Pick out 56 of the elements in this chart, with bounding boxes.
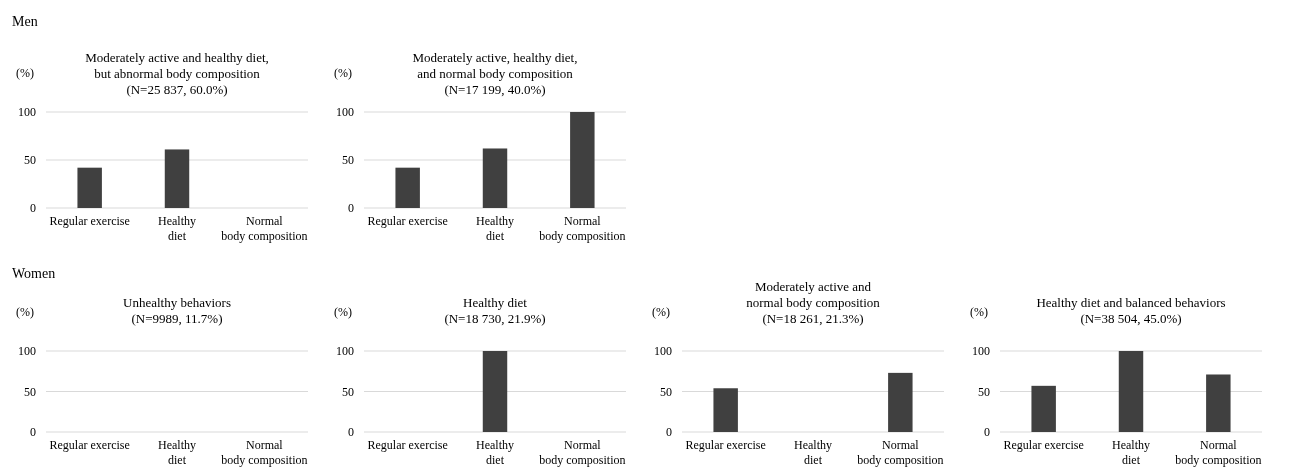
y-tick-label: 100 bbox=[18, 105, 36, 120]
y-tick-label: 0 bbox=[666, 425, 672, 440]
y-tick-label: 100 bbox=[972, 344, 990, 359]
x-tick-label: Healthy diet bbox=[476, 214, 514, 243]
x-tick-label: Healthy diet bbox=[1112, 438, 1150, 467]
y-axis-title: (%) bbox=[16, 66, 34, 80]
chart-title: Unhealthy behaviors (N=9989, 11.7%) bbox=[123, 295, 231, 326]
y-tick-label: 50 bbox=[342, 153, 354, 168]
x-tick-label: Normal body composition bbox=[221, 438, 308, 467]
bar bbox=[395, 167, 420, 208]
chart-title: Moderately active, healthy diet, and normal body composition (N=17 199, 40.0%) bbox=[412, 50, 578, 97]
y-tick-label: 100 bbox=[18, 344, 36, 359]
y-tick-label: 50 bbox=[660, 384, 672, 399]
y-tick-label: 50 bbox=[24, 384, 36, 399]
chart-title: Moderately active and healthy diet, but abnormal body composition (N=25 837, 60.0%) bbox=[85, 50, 269, 97]
x-tick-label: Normal body composition bbox=[539, 214, 626, 243]
y-tick-label: 100 bbox=[336, 105, 354, 120]
y-tick-label: 50 bbox=[24, 153, 36, 168]
x-tick-label: Regular exercise bbox=[685, 438, 766, 452]
x-tick-label: Healthy diet bbox=[476, 438, 514, 467]
y-axis-title: (%) bbox=[334, 66, 352, 80]
y-tick-label: 0 bbox=[348, 201, 354, 216]
chart-title: Healthy diet (N=18 730, 21.9%) bbox=[444, 295, 546, 326]
y-tick-label: 0 bbox=[30, 425, 36, 440]
y-tick-label: 50 bbox=[342, 384, 354, 399]
x-tick-label: Normal body composition bbox=[221, 214, 308, 243]
y-tick-label: 50 bbox=[978, 384, 990, 399]
x-tick-label: Healthy diet bbox=[158, 214, 196, 243]
chart-title: Healthy diet and balanced behaviors (N=38 504, 45.0%) bbox=[1036, 295, 1226, 326]
text: Men bbox=[12, 14, 38, 29]
x-tick-label: Regular exercise bbox=[1003, 438, 1084, 452]
y-axis-title: (%) bbox=[652, 305, 670, 319]
bar bbox=[570, 112, 595, 208]
y-tick-label: 0 bbox=[348, 425, 354, 440]
x-tick-label: Normal body composition bbox=[539, 438, 626, 467]
x-tick-label: Regular exercise bbox=[49, 438, 130, 452]
y-tick-label: 100 bbox=[336, 344, 354, 359]
x-tick-label: Healthy diet bbox=[794, 438, 832, 467]
x-tick-label: Healthy diet bbox=[158, 438, 196, 467]
x-tick-label: Regular exercise bbox=[49, 214, 130, 228]
bar bbox=[1206, 374, 1231, 432]
x-tick-label: Normal body composition bbox=[857, 438, 944, 467]
chart-title: Moderately active and normal body composition (N=18 261, 21.3%) bbox=[746, 279, 881, 326]
y-tick-label: 0 bbox=[30, 201, 36, 216]
bar bbox=[482, 148, 508, 208]
x-tick-label: Regular exercise bbox=[367, 214, 448, 228]
y-axis-title: (%) bbox=[334, 305, 352, 319]
bar bbox=[1031, 385, 1056, 432]
x-tick-label: Normal body composition bbox=[1175, 438, 1262, 467]
y-tick-label: 100 bbox=[654, 344, 672, 359]
y-tick-label: 0 bbox=[984, 425, 990, 440]
y-axis-title: (%) bbox=[16, 305, 34, 319]
bar bbox=[1118, 351, 1144, 432]
text: Women bbox=[12, 266, 56, 281]
y-axis-title: (%) bbox=[970, 305, 988, 319]
x-tick-label: Regular exercise bbox=[367, 438, 448, 452]
